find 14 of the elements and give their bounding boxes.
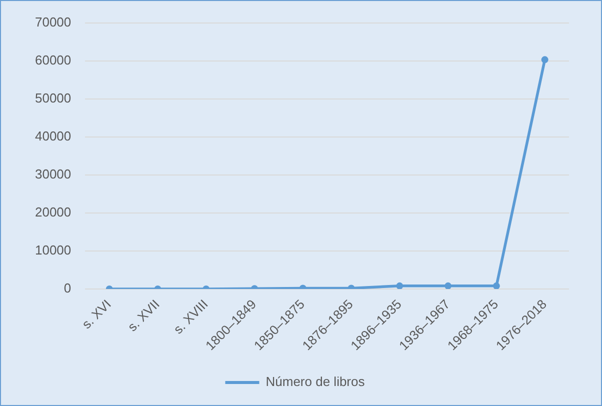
point	[492, 282, 500, 289]
point	[444, 282, 452, 289]
y-tick-label: 60000	[34, 52, 72, 68]
point	[396, 282, 404, 289]
y-tick-label: 40000	[34, 128, 72, 144]
y-tick-label: 20000	[34, 204, 72, 220]
y-tick-label: 50000	[34, 90, 72, 106]
y-tick-label: 10000	[34, 242, 72, 258]
legend-label: Número de libros	[266, 374, 366, 390]
y-tick-label: 0	[64, 280, 72, 296]
y-tick-label: 30000	[34, 166, 72, 182]
x-tick-label: s. XVI	[78, 296, 114, 332]
y-tick-label: 70000	[34, 14, 72, 30]
point	[541, 56, 548, 64]
